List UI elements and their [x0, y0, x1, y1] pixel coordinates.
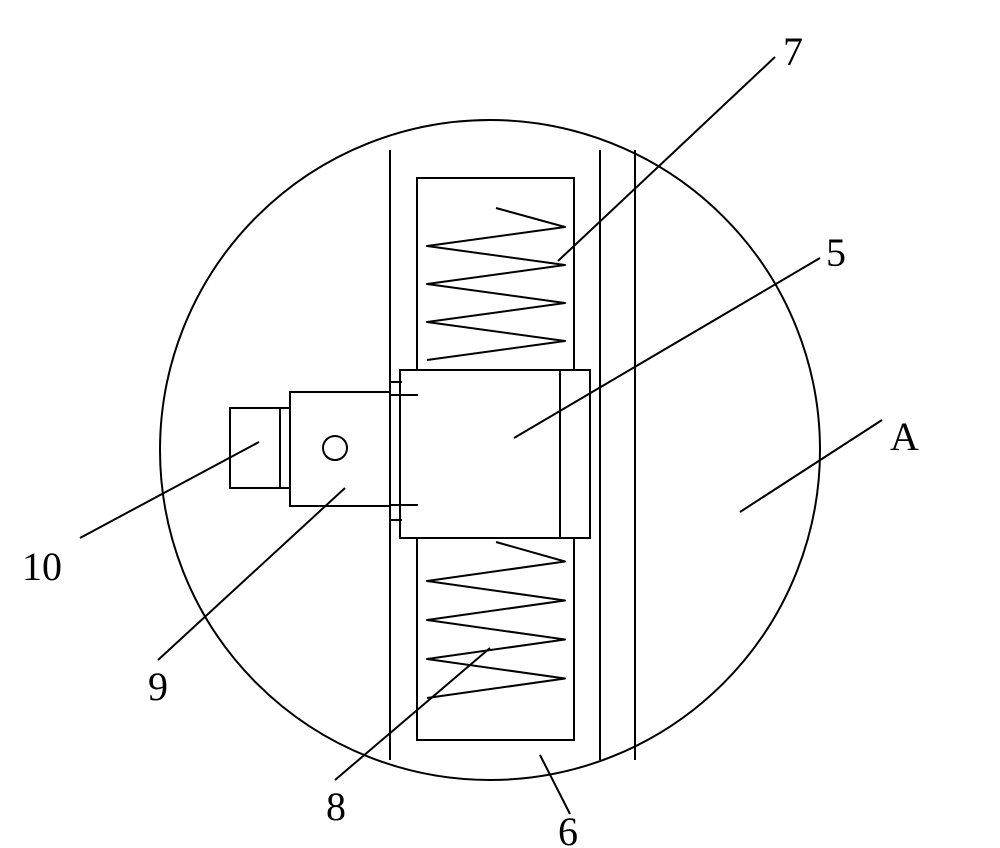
label-l10: 10: [22, 544, 62, 589]
label-l6: 6: [558, 809, 578, 848]
diagram-svg: 7 5 A 10 9 8 6: [0, 0, 1000, 848]
outer-stub: [230, 408, 280, 488]
leader-l9: [158, 488, 345, 660]
leader-l5: [514, 258, 820, 438]
label-l7: 7: [783, 29, 803, 74]
label-l9: 9: [148, 664, 168, 709]
leader-l6: [540, 755, 570, 814]
spring-bottom: [427, 542, 565, 698]
stem-block: [290, 392, 390, 506]
leader-lA: [740, 420, 882, 512]
label-lA: A: [890, 414, 919, 459]
leader-l7: [558, 57, 775, 261]
spring-top: [427, 208, 565, 360]
label-l5: 5: [826, 230, 846, 275]
slider-block: [400, 370, 590, 538]
label-l8: 8: [326, 784, 346, 829]
leader-l8: [335, 648, 490, 780]
leader-l10: [80, 442, 259, 538]
